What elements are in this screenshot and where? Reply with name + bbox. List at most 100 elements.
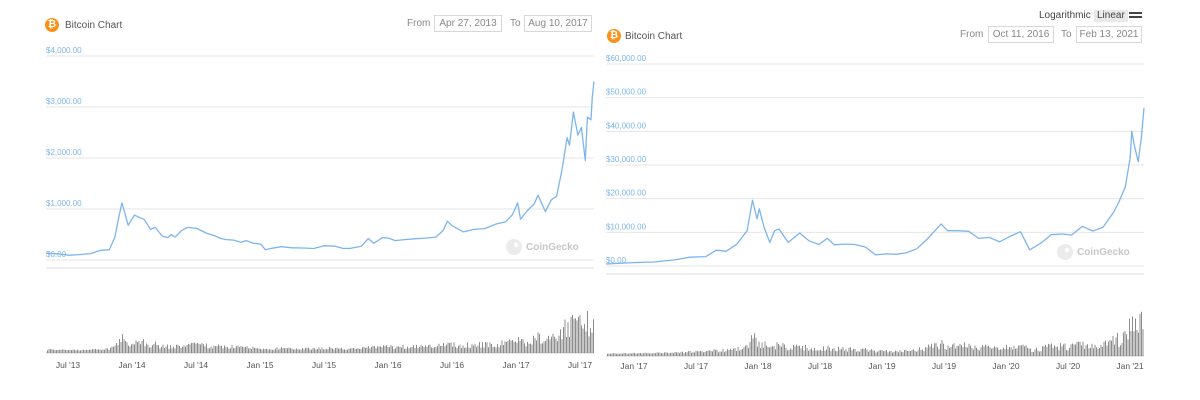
volume-bar <box>710 350 712 356</box>
volume-bar <box>905 349 907 356</box>
volume-bar <box>483 347 485 353</box>
volume-bar <box>1024 346 1025 356</box>
volume-bar <box>536 340 537 353</box>
price-line <box>45 81 595 256</box>
volume-bar <box>971 348 973 356</box>
volume-bar <box>865 348 866 356</box>
volume-bar <box>869 350 871 356</box>
volume-bar <box>110 347 111 353</box>
volume-bar <box>509 339 510 353</box>
volume-bar <box>392 346 393 353</box>
volume-bar <box>917 350 919 356</box>
volume-bar <box>62 349 63 353</box>
volume-bar <box>857 350 859 356</box>
from-date-input[interactable]: Apr 27, 2013 <box>434 15 502 32</box>
y-tick-label: $4,000.00 <box>46 46 82 55</box>
volume-bar <box>488 347 489 353</box>
volume-bar <box>563 327 564 353</box>
volume-bar <box>441 345 443 353</box>
volume-bar <box>546 338 548 353</box>
volume-bar <box>111 346 113 353</box>
chart-header: Logarithmic Linear ₿ Bitcoin Chart From … <box>600 0 1200 50</box>
volume-bar <box>926 347 928 356</box>
volume-bar <box>149 347 150 353</box>
volume-bar <box>1078 341 1079 356</box>
volume-bar <box>673 353 674 356</box>
volume-bar <box>629 353 631 356</box>
volume-bar <box>458 345 459 353</box>
volume-bar <box>631 353 632 356</box>
volume-bar <box>722 348 724 356</box>
volume-bar <box>305 347 306 353</box>
y-tick-label: $10,000.00 <box>606 222 647 231</box>
volume-bar <box>93 349 95 353</box>
volume-bar <box>75 350 77 353</box>
volume-bar <box>937 346 938 356</box>
volume-bar <box>405 348 407 353</box>
volume-bar <box>1025 345 1027 356</box>
volume-bar <box>611 353 613 356</box>
volume-bar <box>787 350 788 356</box>
volume-bar <box>233 348 234 353</box>
volume-bar <box>959 343 961 356</box>
volume-bar <box>174 348 176 353</box>
volume-bar <box>896 351 898 356</box>
volume-bar <box>122 334 123 353</box>
volume-bar <box>995 347 997 356</box>
volume-bar <box>1013 345 1015 356</box>
x-tick-label: Jul '13 <box>56 360 81 370</box>
to-date-input[interactable]: Aug 10, 2017 <box>524 15 592 32</box>
volume-bar <box>953 343 955 356</box>
volume-bar <box>830 350 832 356</box>
logarithmic-scale-button[interactable]: Logarithmic <box>1039 10 1091 21</box>
hamburger-menu-icon[interactable] <box>1129 12 1142 22</box>
y-tick-label: $2,000.00 <box>46 148 82 157</box>
linear-scale-button[interactable]: Linear <box>1094 10 1128 22</box>
coingecko-logo-eye <box>513 242 519 248</box>
volume-bar <box>135 340 137 353</box>
volume-bar <box>794 346 796 356</box>
volume-bar <box>788 350 790 356</box>
to-date-input[interactable]: Feb 13, 2021 <box>1076 26 1142 43</box>
volume-bar <box>884 350 886 356</box>
volume-bar <box>649 353 650 356</box>
volume-bar <box>652 353 653 356</box>
volume-bar <box>721 351 722 356</box>
volume-bar <box>799 345 800 356</box>
volume-bar <box>69 349 71 353</box>
volume-bar <box>83 349 84 353</box>
volume-bar <box>958 345 959 356</box>
volume-bar <box>914 350 916 356</box>
volume-bar <box>443 342 444 353</box>
volume-bar <box>1126 334 1127 356</box>
volume-bar <box>398 346 399 353</box>
volume-bar <box>65 349 66 353</box>
volume-bar <box>293 349 294 353</box>
volume-bar <box>411 347 413 353</box>
volume-bar <box>1003 347 1004 356</box>
volume-bar <box>47 350 48 353</box>
volume-bar <box>587 310 588 353</box>
volume-bar <box>570 316 572 353</box>
volume-bar <box>803 350 805 356</box>
volume-bar <box>913 349 914 356</box>
volume-bar <box>901 351 902 356</box>
volume-bar <box>940 343 941 356</box>
volume-bar <box>540 343 542 353</box>
volume-bar <box>979 350 980 356</box>
volume-bar <box>528 343 530 353</box>
from-date-input[interactable]: Oct 11, 2016 <box>988 26 1054 43</box>
volume-bar <box>579 315 581 353</box>
volume-bar <box>1088 348 1090 356</box>
volume-bar <box>321 347 323 353</box>
volume-bar <box>1000 349 1001 356</box>
volume-bar <box>249 348 251 353</box>
volume-bar <box>146 343 147 353</box>
volume-bar <box>1052 347 1054 356</box>
volume-bar <box>132 343 134 353</box>
volume-bar <box>769 347 770 356</box>
volume-bar <box>607 353 608 356</box>
volume-bar <box>910 351 911 356</box>
volume-bar <box>694 352 695 356</box>
volume-bar <box>272 349 273 353</box>
